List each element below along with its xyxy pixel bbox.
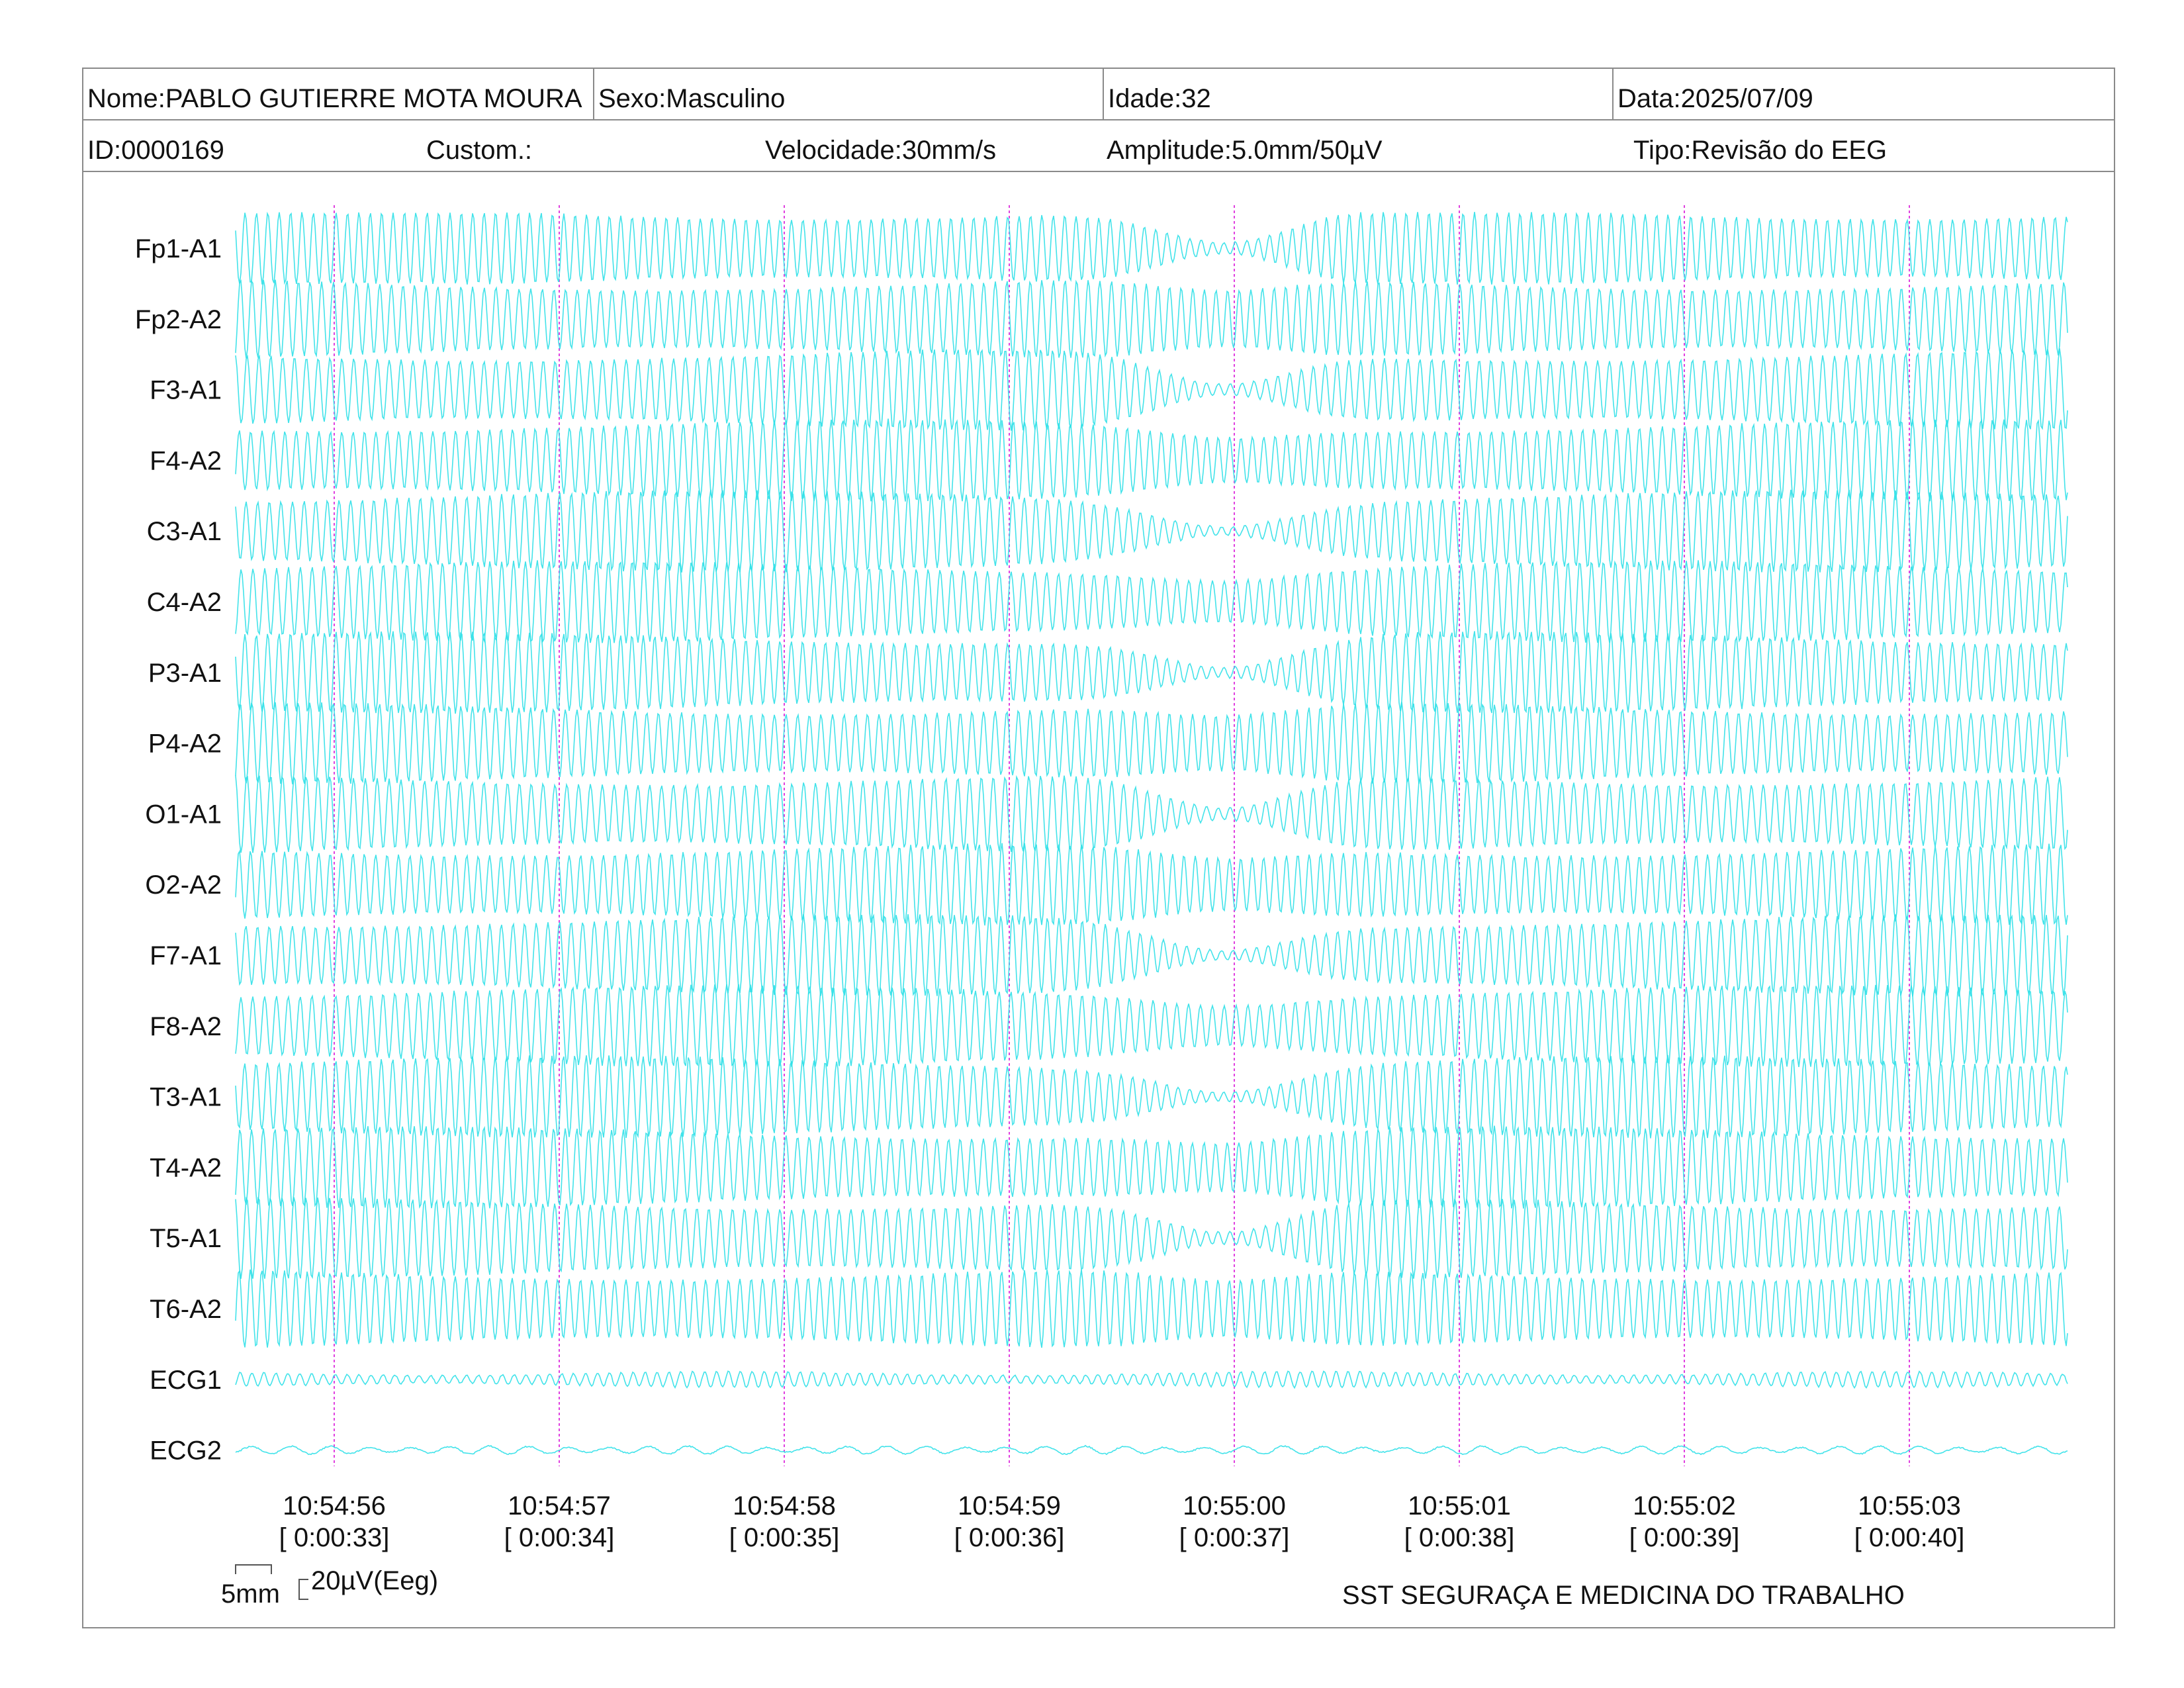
trace-ecg1 xyxy=(235,1370,2068,1389)
time-tick-elapsed: [ 0:00:40] xyxy=(1854,1523,1965,1552)
time-tick-elapsed: [ 0:00:35] xyxy=(729,1523,840,1552)
channel-label: T3-A1 xyxy=(150,1083,222,1112)
exam-date: Data:2025/07/09 xyxy=(1612,69,2114,119)
time-tick-clock: 10:54:57 xyxy=(508,1491,611,1521)
time-tick-clock: 10:55:00 xyxy=(1183,1491,1286,1521)
trace-f3-a1 xyxy=(235,348,2068,431)
trace-f8-a2 xyxy=(235,984,2068,1068)
channel-label: P4-A2 xyxy=(148,729,222,759)
channel-label: C4-A2 xyxy=(147,588,222,617)
trace-t5-a1 xyxy=(235,1196,2068,1280)
time-tick-elapsed: [ 0:00:37] xyxy=(1179,1523,1290,1552)
channel-label: F4-A2 xyxy=(150,446,222,475)
time-tick-elapsed: [ 0:00:34] xyxy=(504,1523,615,1552)
time-tick-clock: 10:54:58 xyxy=(733,1491,836,1521)
channel-label: ECG1 xyxy=(150,1366,222,1395)
time-tick-elapsed: [ 0:00:33] xyxy=(279,1523,390,1552)
channel-label: Fp1-A1 xyxy=(135,234,222,263)
time-tick-clock: 10:55:01 xyxy=(1408,1491,1511,1521)
channel-label: O1-A1 xyxy=(145,800,222,829)
exam-type: Tipo:Revisão do EEG xyxy=(1633,136,1888,165)
trace-p4-a2 xyxy=(235,702,2068,784)
amplitude-field: Amplitude:5.0mm/50µV xyxy=(1107,136,1383,165)
time-tick-elapsed: [ 0:00:38] xyxy=(1404,1523,1515,1552)
trace-p3-a1 xyxy=(235,631,2068,714)
company-name: SST SEGURAÇA E MEDICINA DO TRABALHO xyxy=(1342,1581,1905,1610)
trace-ecg2 xyxy=(235,1444,2068,1456)
trace-t4-a2 xyxy=(235,1125,2068,1209)
channel-label: ECG2 xyxy=(150,1436,222,1466)
patient-sex: Sexo:Masculino xyxy=(593,69,1103,119)
trace-f4-a2 xyxy=(235,418,2068,502)
header-row-exam: ID:0000169 Custom.: Velocidade:30mm/s Am… xyxy=(83,120,2114,172)
trace-fp1-a1 xyxy=(235,211,2068,285)
trace-f7-a1 xyxy=(235,914,2068,998)
time-tick-clock: 10:55:03 xyxy=(1858,1491,1961,1521)
time-tick-elapsed: [ 0:00:36] xyxy=(954,1523,1065,1552)
patient-id: ID:0000169 xyxy=(87,136,224,165)
channel-label: T6-A2 xyxy=(150,1295,222,1324)
time-tick-clock: 10:54:56 xyxy=(283,1491,386,1521)
channel-label: Fp2-A2 xyxy=(135,305,222,334)
header-row-patient: Nome:PABLO GUTIERRE MOTA MOURA Sexo:Masc… xyxy=(83,69,2114,120)
trace-fp2-a2 xyxy=(235,279,2068,359)
channel-label: O2-A2 xyxy=(145,870,222,900)
patient-name: Nome:PABLO GUTIERRE MOTA MOURA xyxy=(87,84,582,113)
time-tick-clock: 10:55:02 xyxy=(1633,1491,1736,1521)
scale-mm-label: 5mm xyxy=(221,1579,280,1609)
trace-t3-a1 xyxy=(235,1055,2068,1139)
eeg-chart: 10:54:56[ 0:00:33] 10:54:57[ 0:00:34] 10:5… xyxy=(135,205,2068,1552)
scale-uv-label: 20µV(Eeg) xyxy=(311,1566,439,1595)
channel-label: P3-A1 xyxy=(148,659,222,688)
channel-label: T5-A1 xyxy=(150,1224,222,1253)
channel-label: C3-A1 xyxy=(147,517,222,546)
trace-c4-a2 xyxy=(235,560,2068,643)
speed-field: Velocidade:30mm/s xyxy=(765,136,997,165)
channel-label: F3-A1 xyxy=(150,376,222,405)
channel-label: F7-A1 xyxy=(150,941,222,970)
custom-field: Custom.: xyxy=(426,136,533,165)
patient-age: Idade:32 xyxy=(1103,69,1612,119)
scale-amp-icon xyxy=(298,1579,308,1600)
time-tick-clock: 10:54:59 xyxy=(958,1491,1061,1521)
report-frame: Nome:PABLO GUTIERRE MOTA MOURA Sexo:Masc… xyxy=(82,68,2115,1628)
trace-o1-a1 xyxy=(235,774,2068,853)
time-tick-elapsed: [ 0:00:39] xyxy=(1629,1523,1740,1552)
trace-t6-a2 xyxy=(235,1269,2068,1348)
scale-bar-icon xyxy=(235,1564,272,1574)
trace-o2-a2 xyxy=(235,843,2068,926)
channel-label: T4-A2 xyxy=(150,1153,222,1182)
trace-c3-a1 xyxy=(235,489,2068,573)
channel-label: F8-A2 xyxy=(150,1012,222,1041)
